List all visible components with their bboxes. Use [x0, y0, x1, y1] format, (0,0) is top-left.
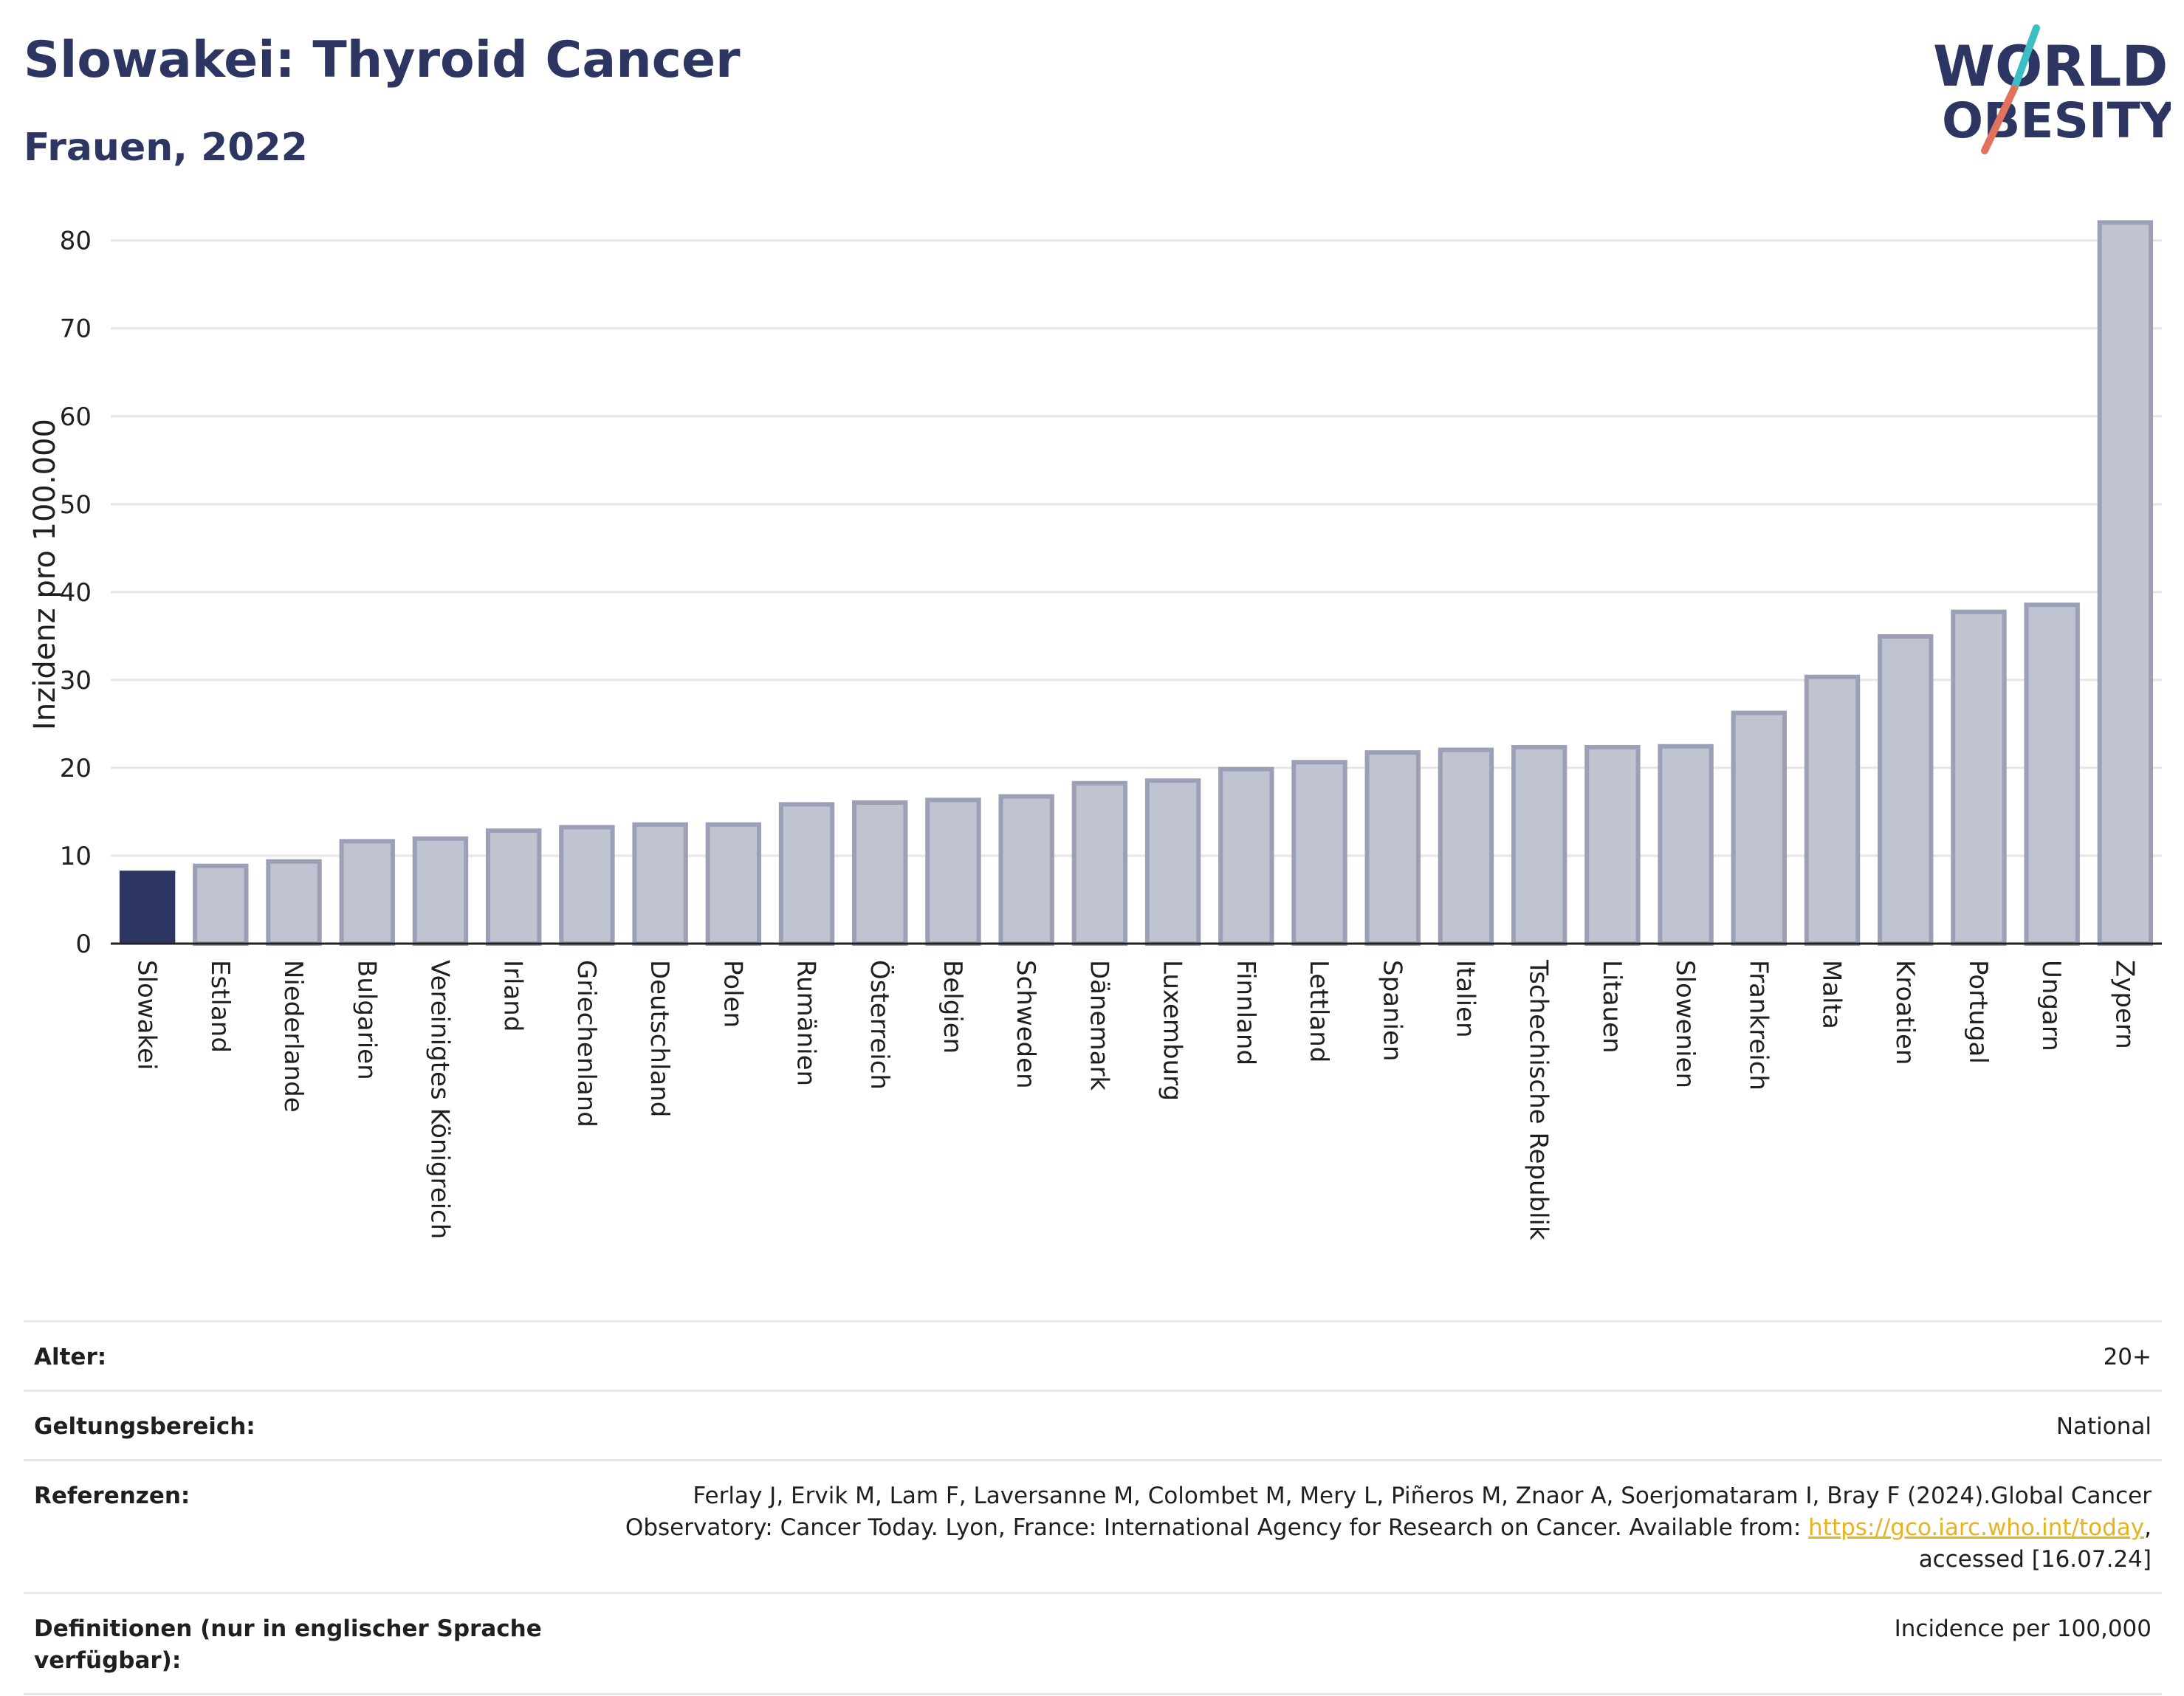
meta-value: Ferlay J, Ervik M, Lam F, Laversanne M, … — [566, 1480, 2152, 1576]
bar-zypern — [2097, 220, 2154, 946]
bar-tschechische-republik — [1511, 744, 1567, 947]
x-tick-label: Griechenland — [571, 960, 601, 1127]
bar-finnland — [1218, 766, 1274, 946]
chart-title: Slowakei: Thyroid Cancer — [24, 31, 741, 89]
metadata-table: Alter: 20+ Geltungsbereich: National Ref… — [24, 1320, 2162, 1695]
x-tick-label: Italien — [1450, 960, 1480, 1038]
meta-label: Definitionen (nur in englischer Sprache … — [34, 1616, 542, 1674]
x-tick-label: Luxemburg — [1158, 960, 1187, 1101]
bar-belgien — [925, 797, 981, 947]
bar-italien — [1438, 747, 1494, 946]
logo-slash-bottom — [1981, 85, 2018, 154]
meta-label: Geltungsbereich: — [34, 1413, 255, 1440]
bar-slowakei — [119, 871, 176, 944]
bars — [119, 220, 2154, 947]
bar-luxemburg — [1144, 778, 1201, 946]
x-tick-label: Ungarn — [2036, 960, 2066, 1051]
bar-slowenien — [1658, 744, 1714, 946]
x-tick-label: Estland — [205, 960, 235, 1053]
meta-row-references: Referenzen: Ferlay J, Ervik M, Lam F, La… — [24, 1459, 2162, 1592]
x-tick-label: Polen — [718, 960, 747, 1028]
meta-row-age: Alter: 20+ — [24, 1320, 2162, 1390]
x-tick-label: Litauen — [1597, 960, 1627, 1054]
x-tick-label: Malta — [1817, 960, 1847, 1029]
x-tick-label: Kroatien — [1890, 960, 1920, 1065]
bar-spanien — [1364, 750, 1421, 946]
meta-row-scope: Geltungsbereich: National — [24, 1390, 2162, 1459]
chart-subtitle: Frauen, 2022 — [24, 126, 308, 170]
bar-lettland — [1291, 760, 1347, 947]
x-tick-label: Vereinigtes Königreich — [425, 960, 454, 1239]
x-tick-label: Spanien — [1377, 960, 1407, 1061]
x-tick-label: Slowakei — [132, 960, 162, 1070]
x-tick-label: Niederlande — [278, 960, 308, 1113]
bar-schweden — [998, 794, 1054, 946]
x-tick-label: Österreich — [865, 960, 895, 1090]
bar-litauen — [1584, 744, 1641, 947]
logo-line-obesity: OBESITY — [1942, 92, 2171, 149]
bar-portugal — [1951, 609, 2007, 946]
x-tick-label: Lettland — [1304, 960, 1333, 1062]
meta-value: National — [2056, 1413, 2152, 1440]
x-tick-label: Schweden — [1011, 960, 1040, 1089]
bar-estland — [193, 863, 249, 947]
x-tick-label: Tschechische Republik — [1524, 959, 1553, 1240]
reference-accessed: , accessed [16.07.24] — [1918, 1514, 2152, 1573]
x-tick-label: Deutschland — [645, 960, 674, 1117]
y-tick-label: 70 — [60, 315, 92, 344]
meta-label: Referenzen: — [34, 1483, 190, 1509]
y-axis-ticks: 0 10 20 30 40 50 60 70 80 — [60, 227, 92, 959]
x-tick-label: Bulgarien — [351, 960, 381, 1080]
bar-irland — [485, 828, 542, 946]
y-axis-label: Inzidenz pro 100.000 — [28, 419, 62, 730]
x-tick-label: Dänemark — [1084, 960, 1113, 1091]
bar-malta — [1804, 674, 1861, 946]
meta-value: Incidence per 100,000 — [1894, 1616, 2152, 1642]
y-tick-label: 60 — [60, 402, 92, 432]
y-tick-label: 10 — [60, 842, 92, 871]
meta-label: Alter: — [34, 1344, 107, 1370]
x-tick-label: Zypern — [2109, 960, 2139, 1049]
y-tick-label: 50 — [60, 490, 92, 520]
x-tick-label: Belgien — [938, 960, 967, 1054]
x-tick-label: Portugal — [1963, 960, 1993, 1064]
reference-text: Ferlay J, Ervik M, Lam F, Laversanne M, … — [625, 1483, 2152, 1541]
x-tick-label: Irland — [498, 960, 528, 1031]
bar-österreich — [852, 800, 908, 946]
bar-frankreich — [1731, 710, 1788, 946]
reference-link[interactable]: https://gco.iarc.who.int/today — [1808, 1514, 2145, 1541]
meta-value: 20+ — [2103, 1344, 2152, 1370]
bar-dänemark — [1071, 780, 1128, 946]
y-tick-label: 20 — [60, 754, 92, 783]
bar-kroatien — [1878, 634, 1934, 947]
logo-line-world: WORLD — [1933, 33, 2168, 99]
meta-row-definitions: Definitionen (nur in englischer Sprache … — [24, 1592, 2162, 1695]
bar-ungarn — [2024, 602, 2080, 946]
bar-vereinigtes-königreich — [412, 836, 469, 946]
y-tick-label: 80 — [60, 227, 92, 256]
y-tick-label: 0 — [75, 930, 92, 959]
x-axis-ticks: Slowakei Estland Niederlande Bulgarien Verei… — [132, 959, 2140, 1240]
x-tick-label: Finnland — [1231, 960, 1260, 1065]
y-tick-label: 30 — [60, 666, 92, 696]
bar-niederlande — [266, 859, 322, 947]
world-obesity-logo: WORLD OBESITY — [1933, 24, 2171, 154]
x-tick-label: Slowenien — [1670, 960, 1700, 1088]
y-tick-label: 40 — [60, 578, 92, 608]
bar-rumänien — [778, 802, 835, 946]
bar-polen — [705, 822, 762, 946]
x-tick-label: Frankreich — [1743, 960, 1773, 1091]
bar-chart: 0 10 20 30 40 50 60 70 80 Slowakei Estland Niederl… — [28, 220, 2162, 1240]
logo-slash-top — [2010, 24, 2040, 92]
bar-bulgarien — [339, 839, 395, 947]
bar-deutschland — [632, 822, 688, 946]
bar-griechenland — [559, 825, 615, 946]
x-tick-label: Rumänien — [791, 960, 821, 1086]
